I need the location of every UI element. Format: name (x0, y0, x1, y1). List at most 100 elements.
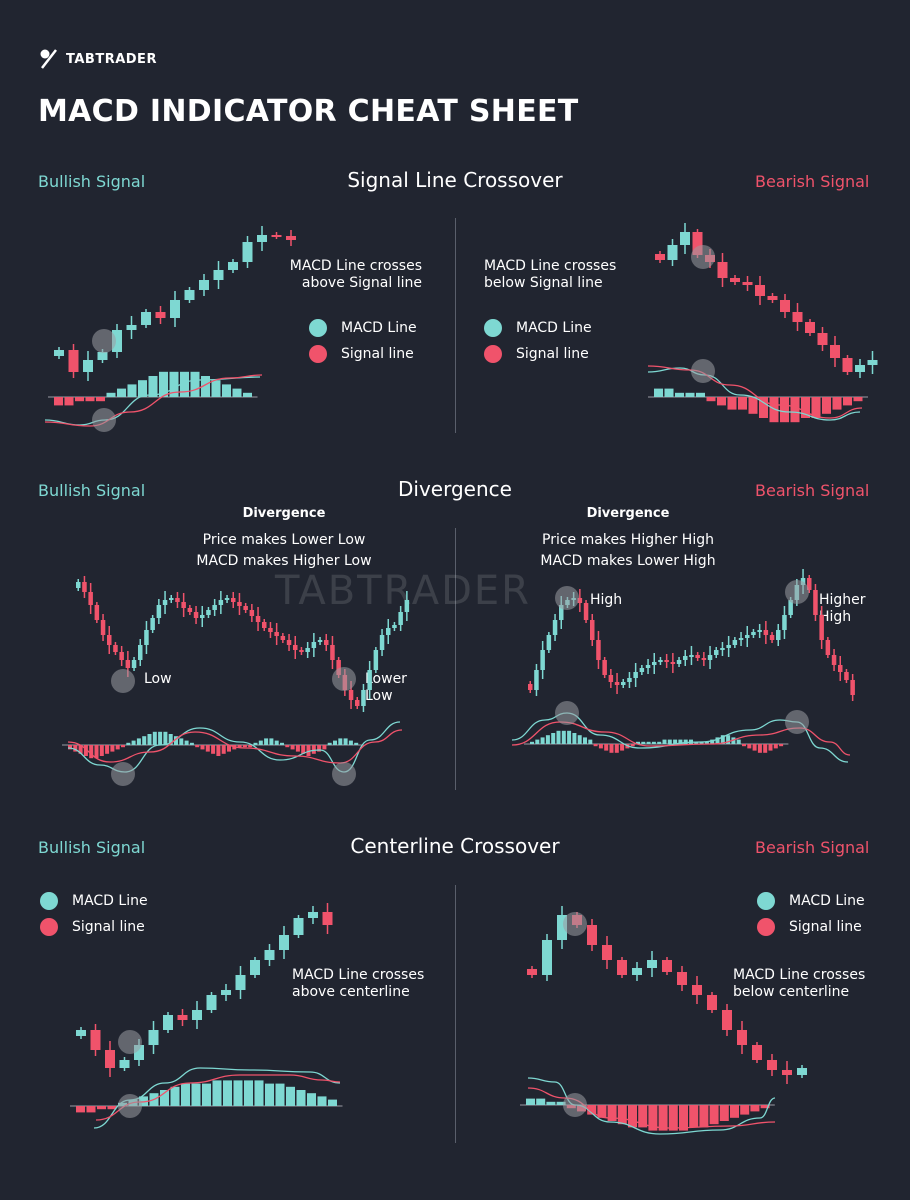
dv-bull-candle (305, 648, 310, 652)
dv-bull-hist-bar (338, 738, 343, 745)
divergence-right-line1: Price makes Higher High (542, 532, 714, 548)
sc-bull-candle (126, 325, 137, 330)
cc-bear-candle (542, 940, 552, 975)
dv-bull-hist-bar (295, 745, 300, 752)
dv-bull-hist-bar (354, 742, 359, 745)
divider-2 (455, 528, 456, 790)
dv-bear-candle (583, 603, 589, 620)
signal-dot-icon (309, 345, 327, 363)
dv-bull-hist-bar (163, 731, 168, 745)
cc-bull-hist-bar (296, 1090, 306, 1106)
cc-bull-candle (206, 995, 217, 1010)
sc-bull-candle (141, 312, 151, 325)
dv-bull-candle (336, 660, 341, 675)
dv-bull-hist-bar (285, 745, 290, 748)
sc-bull-hist-bar (54, 397, 63, 406)
dv-bear-hist-bar (694, 741, 699, 744)
dv-bear-candle (559, 605, 564, 620)
sc-bull-hist-bar (211, 380, 221, 397)
dv-bull-hist-bar (73, 745, 78, 752)
dv-bull-candle (187, 608, 193, 612)
dv-bear-candle (621, 682, 626, 685)
dv-bull-candle (330, 645, 335, 660)
dv-bull-candle (392, 625, 397, 628)
sc-bear-hist-bar (727, 397, 737, 410)
dv-bull-hist-bar (258, 740, 263, 745)
legend-1-right: MACD Line Signal line (484, 319, 592, 363)
sc-bear-hist-bar (696, 392, 705, 397)
dv-bear-candle (738, 638, 744, 640)
dv-bear-candle (590, 620, 595, 640)
dv-bear-hist-bar (651, 741, 656, 744)
sc-bear-hist-bar (685, 392, 695, 397)
dv-bull-candle (286, 640, 292, 645)
dv-bear-hist-bar (720, 735, 725, 744)
cc-bull-hist-bar (286, 1086, 295, 1106)
dv-bear-candle (639, 668, 645, 672)
cc-bear-candle (557, 915, 567, 940)
sc-bull-cross-marker (92, 408, 116, 432)
dv-bear-hist-bar (530, 741, 534, 744)
dv-bear-hist-bar (699, 741, 704, 744)
macd-dot-icon (484, 319, 502, 337)
sc-bull-candle (257, 235, 267, 242)
dv-bear-hist-bar (678, 739, 683, 744)
bearish-label-1: Bearish Signal (755, 172, 870, 191)
sc-bull-hist-bar (201, 376, 210, 397)
cc-bear-hist-bar (719, 1105, 729, 1121)
page-title: MACD INDICATOR CHEAT SHEET (38, 94, 579, 129)
dv-bear-hist-bar (577, 735, 582, 744)
dv-bull-hist-bar (216, 745, 221, 756)
dv-bull-candle (88, 592, 93, 605)
dv-bear-hist-bar (583, 737, 587, 744)
dv-bear-candle (776, 630, 781, 640)
dv-bear-candle (540, 650, 545, 670)
dv-bear-candle (788, 600, 793, 615)
dv-bull-candle (361, 690, 366, 706)
sc-bull-hist-bar (190, 371, 200, 397)
bearish-label-3: Bearish Signal (755, 838, 870, 857)
dv-bear-hist-bar (657, 741, 662, 744)
sc-bear-candle (867, 360, 878, 365)
divergence-head-right: Divergence (586, 506, 670, 521)
cc-bull-candle (177, 1015, 188, 1020)
sc-bear-candle (767, 296, 778, 300)
sc-bull-candle (271, 235, 282, 237)
dv-bear-hist-bar (646, 741, 651, 744)
sc-bull-hist-bar (106, 392, 116, 397)
cc-bull-hist-bar (181, 1083, 190, 1106)
dv-bull-candle (169, 598, 174, 600)
macd-dot-icon (757, 892, 775, 910)
dv-bull-candle (237, 602, 242, 606)
dv-bull-candle (131, 660, 137, 668)
sc-bull-price-marker (92, 329, 116, 353)
section-title-signal-crossover: Signal Line Crossover (347, 168, 563, 192)
dv-bull-hist-bar (306, 745, 311, 756)
cc-bull-candle (293, 918, 304, 935)
dv-bear-hist-bar (567, 730, 572, 744)
dv-bull-candle (293, 645, 298, 650)
dv-bear-hist-bar (757, 744, 762, 753)
dv-bear-hist-bar (572, 733, 577, 744)
dv-bull-hist-bar (184, 740, 189, 745)
dv-bull-candle (181, 602, 186, 608)
cc-bull-candle (279, 935, 289, 950)
dv-bear-candle (701, 658, 707, 660)
dv-bear-candle (800, 578, 806, 585)
cc-bear-hist-bar (699, 1105, 709, 1128)
watermark: TABTRADER (275, 568, 531, 614)
dv-bear-hist-bar (667, 739, 672, 744)
dv-bear-candle (707, 655, 713, 660)
dv-bull-hist-bar (99, 745, 104, 756)
cc-bull-candle (119, 1060, 130, 1068)
sc-bull-hist-bar (96, 397, 105, 402)
cc-bear-hist-bar (730, 1105, 739, 1118)
dv-bear-candle (627, 678, 632, 682)
dv-bear-hist-bar (551, 733, 556, 744)
dv-bull-candle (398, 612, 403, 625)
dv-bull-hist-bar (200, 745, 205, 750)
cc-bear-candle (737, 1030, 747, 1045)
dv-bull-candle (224, 598, 230, 600)
cc-bull-hist-bar (202, 1083, 211, 1106)
dv-bull-candle (373, 650, 379, 670)
